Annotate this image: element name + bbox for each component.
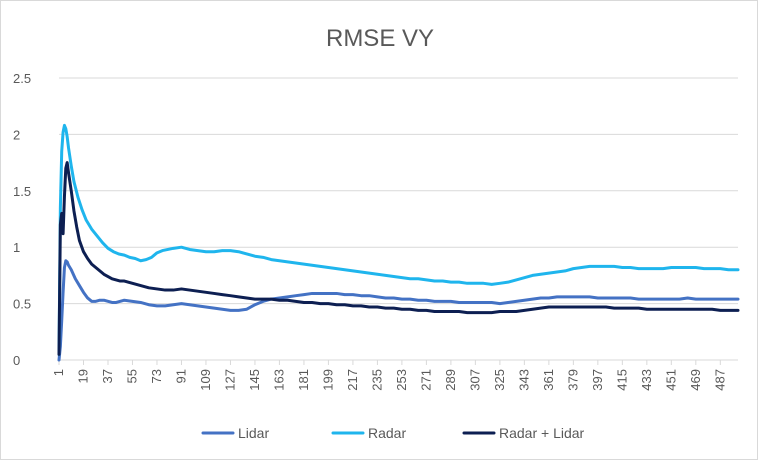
series-line-radar bbox=[57, 123, 740, 356]
legend: Lidar Radar Radar + Lidar bbox=[201, 425, 585, 441]
y-tick-label: 2.5 bbox=[13, 71, 31, 86]
series-line-lidar bbox=[57, 259, 740, 362]
x-tick-label: 127 bbox=[222, 369, 237, 391]
x-tick-label: 181 bbox=[296, 369, 311, 391]
x-tick-label: 235 bbox=[369, 369, 384, 391]
x-tick-label: 451 bbox=[663, 369, 678, 391]
x-tick-label: 379 bbox=[565, 369, 580, 391]
chart-title: RMSE VY bbox=[326, 25, 434, 52]
x-tick-label: 1 bbox=[51, 369, 66, 376]
x-tick-label: 109 bbox=[198, 369, 213, 391]
x-tick-label: 91 bbox=[173, 369, 188, 383]
y-tick-label: 2 bbox=[13, 127, 20, 142]
y-tick-label: 0.5 bbox=[13, 297, 31, 312]
y-tick-label: 1.5 bbox=[13, 184, 31, 199]
x-tick-label: 37 bbox=[100, 369, 115, 383]
series-lines bbox=[57, 123, 740, 362]
x-tick-label: 325 bbox=[492, 369, 507, 391]
x-tick-label: 271 bbox=[418, 369, 433, 391]
x-tick-label: 19 bbox=[75, 369, 90, 383]
legend-label: Radar bbox=[368, 425, 406, 441]
x-tick-label: 361 bbox=[541, 369, 556, 391]
x-tick-label: 397 bbox=[590, 369, 605, 391]
x-tick-label: 289 bbox=[443, 369, 458, 391]
x-tick-label: 217 bbox=[345, 369, 360, 391]
legend-label: Radar + Lidar bbox=[499, 425, 585, 441]
y-axis-ticks: 0 0.5 1 1.5 2 2.5 bbox=[13, 71, 31, 368]
x-tick-label: 163 bbox=[271, 369, 286, 391]
x-tick-label: 433 bbox=[639, 369, 654, 391]
x-tick-label: 145 bbox=[247, 369, 262, 391]
y-tick-label: 1 bbox=[13, 240, 20, 255]
x-tick-label: 199 bbox=[320, 369, 335, 391]
x-tick-label: 307 bbox=[467, 369, 482, 391]
x-tick-label: 55 bbox=[124, 369, 139, 383]
x-tick-label: 487 bbox=[712, 369, 727, 391]
y-tick-label: 0 bbox=[13, 353, 20, 368]
x-tick-label: 343 bbox=[516, 369, 531, 391]
x-tick-label: 253 bbox=[394, 369, 409, 391]
x-tick-label: 415 bbox=[614, 369, 629, 391]
legend-label: Lidar bbox=[238, 425, 269, 441]
gridlines bbox=[59, 77, 738, 361]
x-tick-label: 73 bbox=[149, 369, 164, 383]
series-line-radar-lidar bbox=[57, 161, 740, 356]
x-tick-label: 469 bbox=[688, 369, 703, 391]
x-axis-ticks: 1 19 37 55 73 91 109 127 145 163 181 199 217 235 253 27… bbox=[51, 360, 727, 391]
